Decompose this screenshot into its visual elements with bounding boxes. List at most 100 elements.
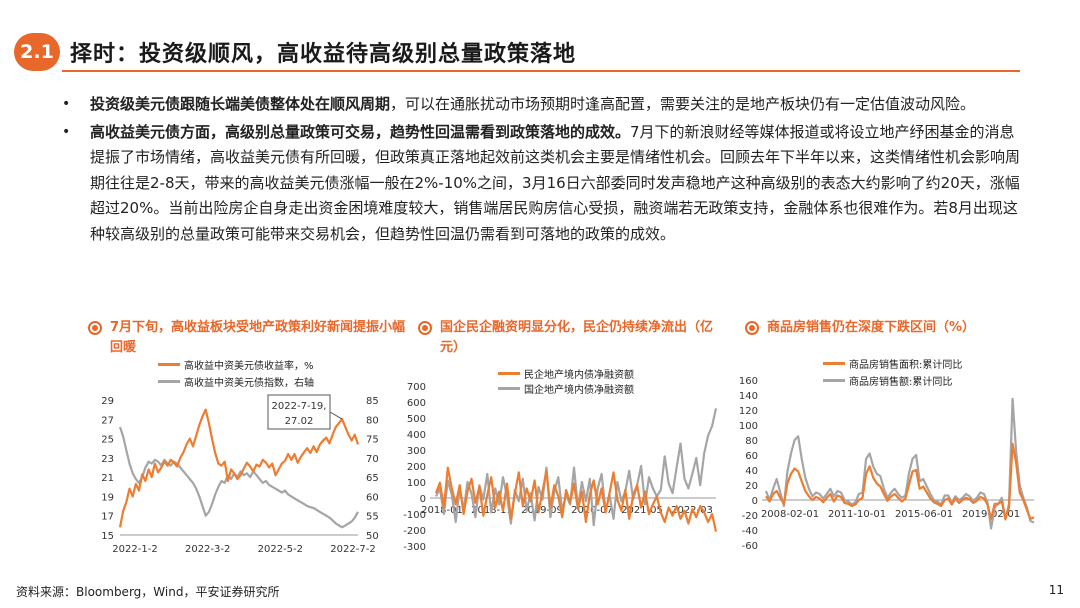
legend-label: 商品房销售面积:累计同比 <box>849 360 963 371</box>
section-badge: 2.1 <box>14 33 60 71</box>
chart-2-y-tick: 300 <box>407 446 426 457</box>
chart-2-y-tick: 200 <box>407 462 426 473</box>
chart-1-legend-item: 高收益中资美元债指数，右轴 <box>158 374 314 389</box>
chart-1-annotation-text: 2022-7-19, <box>272 401 327 412</box>
chart-2-legend-item: 国企地产境内债净融资额 <box>498 381 634 396</box>
chart-3-y-tick: -60 <box>742 541 758 552</box>
chart-2-y-tick: 600 <box>407 398 426 409</box>
target-icon <box>745 321 759 335</box>
bullet-bold-text: 高收益美元债方面，高级别总量政策可交易，趋势性回温需看到政策落地的成效。 <box>90 122 631 141</box>
chart-3-y-tick: 40 <box>745 466 758 477</box>
chart-3-y-tick: -40 <box>742 526 758 537</box>
chart-3-title-text: 商品房销售仍在深度下跌区间（%） <box>767 320 976 335</box>
chart-3-y-tick: 160 <box>739 376 758 387</box>
chart-1-yield-index: 15 17 19 21 23 25 27 29 50 55 60 65 70 75 80 85 2022-1-2… <box>101 394 379 555</box>
chart-3-y-tick: 140 <box>739 391 758 402</box>
legend-swatch <box>498 387 520 390</box>
chart-1-x-tick: 2022-5-2 <box>258 544 303 555</box>
legend-swatch <box>158 363 180 366</box>
chart-3-y-tick: 60 <box>745 451 758 462</box>
chart-2-series-soe <box>435 408 718 527</box>
chart-1-y-right-tick: 65 <box>366 473 379 484</box>
chart-2-y-tick: 700 <box>407 382 426 393</box>
chart-1-title-text: 7月下旬，高收益板块受地产政策利好新闻提振小幅回暖 <box>110 320 406 355</box>
bullet-bold-text: 投资级美元债跟随长端美债整体处在顺风周期 <box>90 95 391 113</box>
chart-2-y-tick: 500 <box>407 414 426 425</box>
bullet-body-text: ，可以在通胀扰动市场预期时逢高配置，需要关注的是地产板块仍有一定估值波动风险。 <box>390 95 976 113</box>
legend-swatch <box>498 372 520 375</box>
bullet-text: 投资级美元债跟随长端美债整体处在顺风周期，可以在通胀扰动市场预期时逢高配置，需要… <box>90 92 1022 118</box>
chart-1-y-right-tick: 50 <box>366 531 379 542</box>
legend-swatch <box>823 362 845 365</box>
chart-1-y-right-tick: 75 <box>366 435 379 446</box>
chart-2-legend-item: 民企地产境内债净融资额 <box>498 366 634 381</box>
bullet-dot: • <box>62 96 71 112</box>
chart-1-y-left-tick: 27 <box>101 415 114 426</box>
chart-1-annotation-text: 27.02 <box>285 416 314 427</box>
chart-2-title: 国企民企融资明显分化，民企仍持续净流出（亿元） <box>418 318 718 358</box>
chart-1-y-left-tick: 15 <box>101 531 114 542</box>
legend-swatch <box>158 380 180 383</box>
chart-1-x-tick: 2022-3-2 <box>185 544 230 555</box>
chart-2-y-tick: -200 <box>403 526 426 537</box>
chart-1-y-right-tick: 80 <box>366 415 379 426</box>
chart-3-sales-yoy: -60 -40 -20 0 20 40 60 80 100 120 140 160 2008-02-01… <box>739 376 1035 552</box>
page-title: 择时：投资级顺风，高收益待高级别总量政策落地 <box>70 42 577 67</box>
chart-3-legend-item: 商品房销售面积:累计同比 <box>823 356 962 371</box>
chart-2-x-tick: 2018-01 <box>421 505 463 516</box>
chart-3-x-tick: 2015-06-01 <box>895 509 953 520</box>
chart-3-x-tick: 2008-02-01 <box>761 509 819 520</box>
bullet-item: • 投资级美元债跟随长端美债整体处在顺风周期，可以在通胀扰动市场预期时逢高配置，… <box>62 92 1022 118</box>
chart-1-y-left-tick: 25 <box>101 435 114 446</box>
chart-3-y-tick: 0 <box>752 496 758 507</box>
chart-2-net-financing: -300 -200 -100 0 100 200 300 400 500 600 700 2018-0… <box>403 382 718 553</box>
chart-2-y-tick: 0 <box>420 494 426 505</box>
chart-1-annotation-leader <box>329 411 343 420</box>
chart-1-x-tick: 2022-1-2 <box>112 544 157 555</box>
chart-1-series-index <box>118 426 359 529</box>
chart-1-y-right-tick: 70 <box>366 454 379 465</box>
chart-3-title: 商品房销售仍在深度下跌区间（%） <box>745 318 1045 338</box>
chart-2-x-tick: 2019-09 <box>521 505 563 516</box>
chart-3-legend-item: 商品房销售额:累计同比 <box>823 373 952 388</box>
legend-label: 商品房销售额:累计同比 <box>849 377 953 388</box>
chart-1-y-left-tick: 23 <box>101 454 114 465</box>
bullet-item: • 高收益美元债方面，高级别总量政策可交易，趋势性回温需看到政策落地的成效。7月… <box>62 120 1022 248</box>
legend-label: 国企地产境内债净融资额 <box>524 385 634 396</box>
chart-2-y-tick: 100 <box>407 478 426 489</box>
chart-1-title: 7月下旬，高收益板块受地产政策利好新闻提振小幅回暖 <box>88 318 418 358</box>
chart-1-annotation-box <box>267 394 331 430</box>
chart-3-y-tick: 80 <box>745 436 758 447</box>
chart-1-y-left-tick: 29 <box>101 396 114 407</box>
chart-1-legend-item: 高收益中资美元债收益率，% <box>158 357 314 372</box>
legend-label: 民企地产境内债净融资额 <box>524 370 634 381</box>
chart-1-y-right-tick: 60 <box>366 492 379 503</box>
bullet-list: • 投资级美元债跟随长端美债整体处在顺风周期，可以在通胀扰动市场预期时逢高配置，… <box>62 92 1022 249</box>
chart-1-y-left-tick: 21 <box>101 473 114 484</box>
chart-2-x-tick: 2021-05 <box>621 505 663 516</box>
chart-2-y-tick: 400 <box>407 430 426 441</box>
chart-3-y-tick: 20 <box>745 481 758 492</box>
target-icon <box>88 321 102 335</box>
source-note: 资料来源：Bloomberg，Wind，平安证券研究所 <box>16 585 280 599</box>
chart-3-series-sales-area <box>765 442 1035 520</box>
title-divider <box>62 70 1020 72</box>
page-number: 11 <box>1048 583 1064 597</box>
legend-label: 高收益中资美元债收益率，% <box>184 361 314 372</box>
legend-swatch <box>823 379 845 382</box>
chart-3-x-tick: 2011-10-01 <box>828 509 886 520</box>
legend-label: 高收益中资美元债指数，右轴 <box>184 378 314 389</box>
chart-1-y-right-tick: 55 <box>366 512 379 523</box>
chart-1-y-left-tick: 19 <box>101 492 114 503</box>
chart-1-y-right-tick: 85 <box>366 396 379 407</box>
chart-1-y-left-tick: 17 <box>101 512 114 523</box>
chart-3-y-tick: 120 <box>739 406 758 417</box>
chart-3-y-tick: -20 <box>742 511 758 522</box>
bullet-body-text: 7月下的新浪财经等媒体报道或将设立地产纾困基金的消息提振了市场情绪，高收益美元债… <box>90 122 1021 243</box>
chart-3-y-tick: 100 <box>739 421 758 432</box>
chart-1-x-tick: 2022-7-2 <box>330 544 375 555</box>
chart-1-series-yield <box>118 408 360 528</box>
chart-2-y-tick: -300 <box>403 542 426 553</box>
bullet-dot: • <box>62 123 71 140</box>
chart-2-series-private <box>434 466 718 532</box>
